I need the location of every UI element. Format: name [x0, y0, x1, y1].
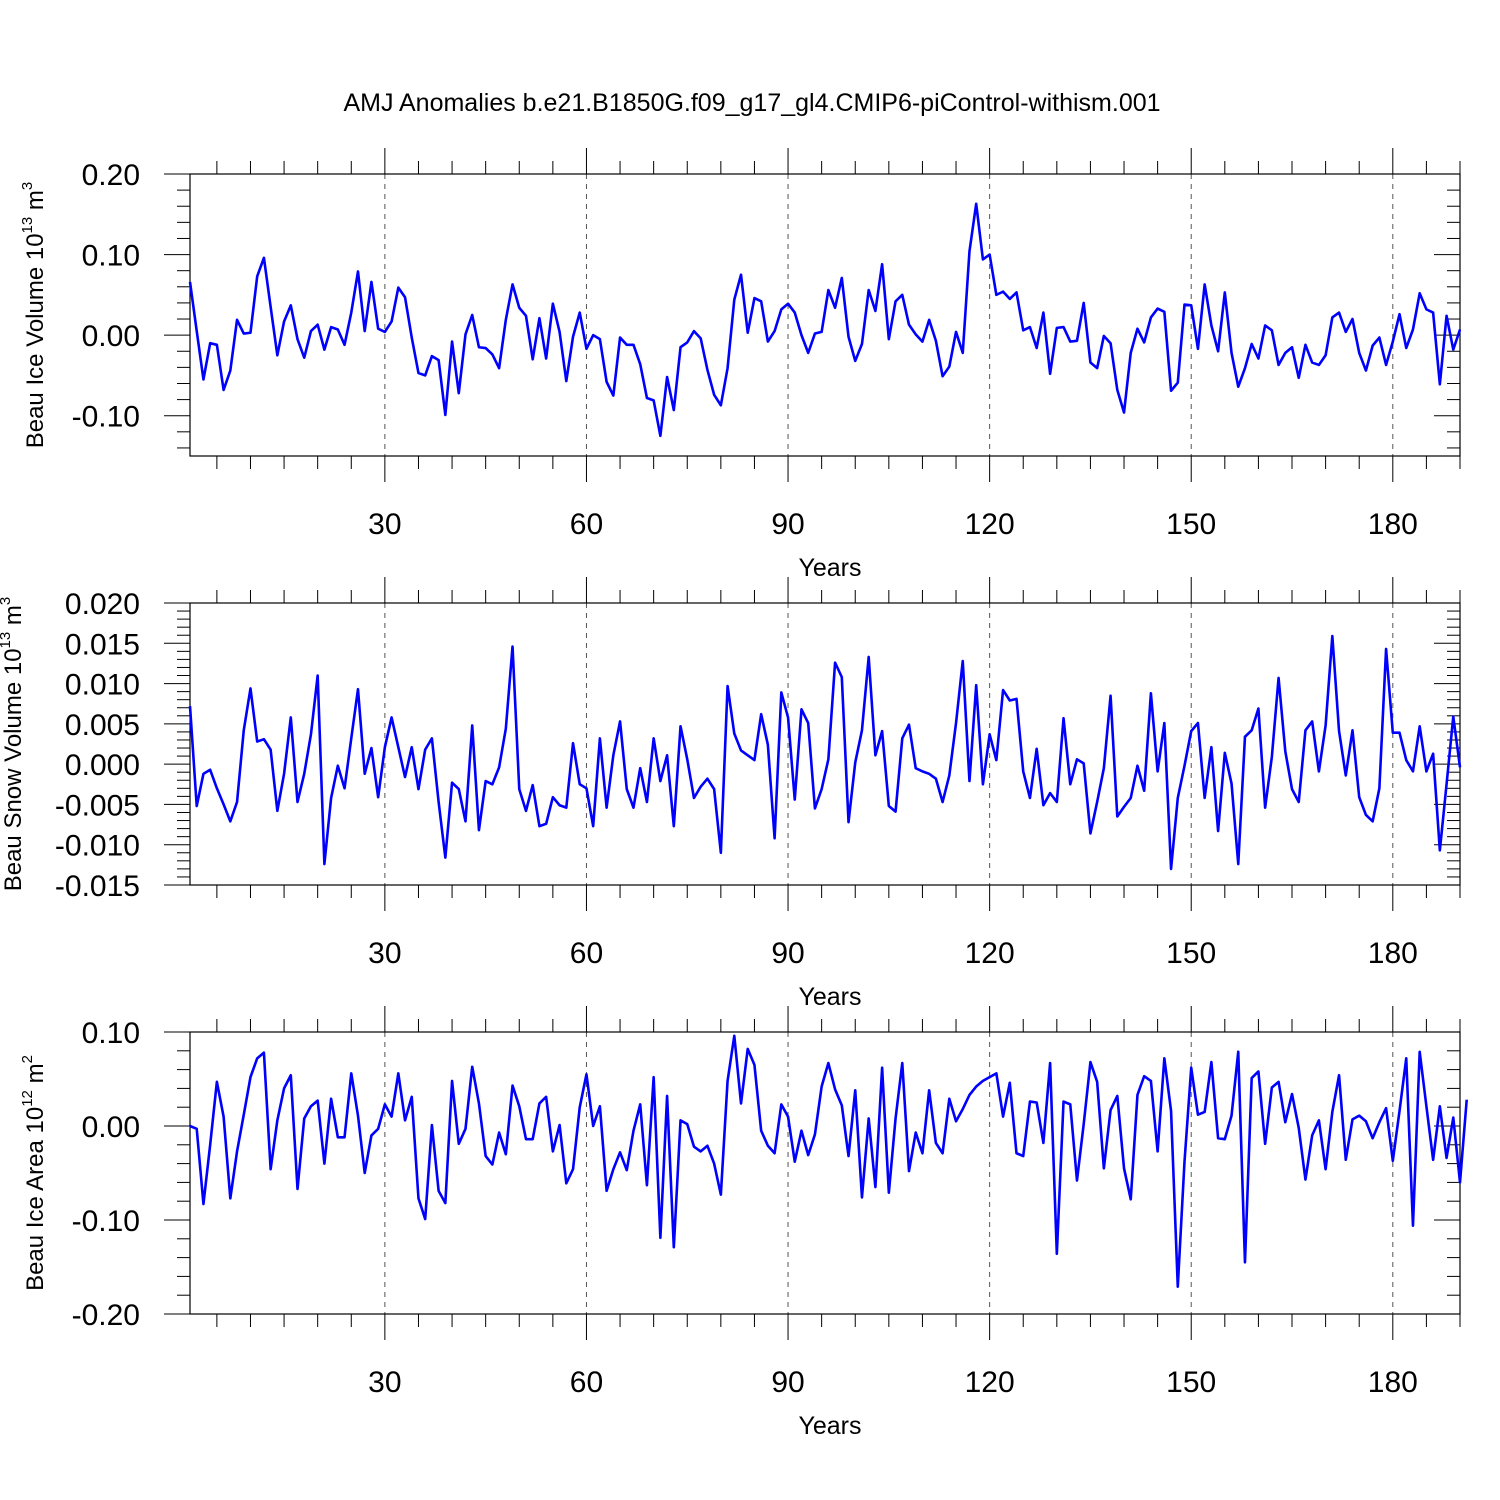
- panel-1-ytick-label: 0.20: [82, 159, 140, 192]
- panel-3-ytick-label: -0.10: [72, 1205, 140, 1238]
- panel-2-ytick-label: 0.010: [65, 669, 140, 702]
- panel-3-xtick-label: 30: [368, 1366, 401, 1399]
- panel-1-series-line: [188, 202, 1462, 438]
- panel-3-ytick-label: -0.20: [72, 1299, 140, 1332]
- panel-1-y-axis-label: Beau Ice Volume 1013 m3: [19, 182, 49, 449]
- panel-1-ytick-label: 0.10: [82, 240, 140, 273]
- panel-3-y-axis-label-part: Beau Ice Area 10: [22, 1107, 49, 1291]
- panel-2-xtick-label: 30: [368, 937, 401, 970]
- panel-2-ytick-label: 0.015: [65, 628, 140, 661]
- panel-3-xtick-label: 150: [1166, 1366, 1216, 1399]
- panel-2-y-axis-label-part: Beau Snow Volume 10: [0, 648, 27, 891]
- panel-2-xtick-label: 90: [771, 937, 804, 970]
- panel-3-y-axis-label-part: 12: [19, 1090, 36, 1107]
- panel-2-xtick-label: 150: [1166, 937, 1216, 970]
- panel-2-y-axis-label-part: 3: [0, 597, 14, 605]
- panel-1-y-axis-label-part: m: [22, 190, 49, 217]
- panel-2-xtick-label: 180: [1368, 937, 1418, 970]
- panel-1-ytick-label: 0.00: [82, 320, 140, 353]
- panel-3-series-line: [189, 1034, 1469, 1289]
- panel-3-y-axis-label: Beau Ice Area 1012 m2: [19, 1055, 49, 1291]
- panel-3-xtick-label: 180: [1368, 1366, 1418, 1399]
- panel-2-ytick-label: 0.000: [65, 749, 140, 782]
- panel-2-ytick-label: -0.005: [55, 789, 140, 822]
- panel-1-xtick-label: 120: [965, 508, 1015, 541]
- panel-2-ytick-label: -0.010: [55, 830, 140, 863]
- panel-1-xtick-label: 150: [1166, 508, 1216, 541]
- panel-2-y-axis-label-part: 13: [0, 632, 14, 649]
- panel-1-y-axis-label-part: 13: [19, 217, 36, 234]
- panel-1-xtick-label: 180: [1368, 508, 1418, 541]
- panel-3-ytick-label: 0.10: [82, 1017, 140, 1050]
- panel-3-x-axis-label: Years: [798, 1412, 861, 1440]
- panel-2-xtick-label: 120: [965, 937, 1015, 970]
- panel-3-xtick-label: 90: [771, 1366, 804, 1399]
- panel-1: -0.10 0.00 0.10 0.20 30 60 90 120 150 180 Years Bea…: [19, 148, 1462, 582]
- panel-2-xtick-label: 60: [570, 937, 603, 970]
- panel-3-xtick-label: 120: [965, 1366, 1015, 1399]
- panel-1-xtick-label: 60: [570, 508, 603, 541]
- panel-2-series-line: [188, 634, 1462, 871]
- panel-1-frame: [189, 173, 1461, 457]
- panel-1-x-axis-label: Years: [798, 554, 861, 582]
- panel-3-y-axis-label-part: m: [22, 1063, 49, 1090]
- panel-2: -0.015 -0.010 -0.005 0.000 0.005 0.010 0.015 0.…: [0, 577, 1462, 1011]
- panel-1-y-axis-label-part: Beau Ice Volume 10: [22, 233, 49, 448]
- panel-1-xtick-label: 30: [368, 508, 401, 541]
- panel-3-xtick-label: 60: [570, 1366, 603, 1399]
- panel-2-y-axis-label-part: m: [0, 605, 27, 632]
- panel-2-y-axis-label: Beau Snow Volume 1013 m3: [0, 597, 27, 892]
- panel-3-y-axis-label-part: 2: [19, 1055, 36, 1063]
- panel-2-ytick-label: 0.005: [65, 709, 140, 742]
- panel-3: -0.20 -0.10 0.00 0.10 30 60 90 120 150 180 Years Be…: [19, 1006, 1469, 1440]
- panel-2-x-axis-label: Years: [798, 983, 861, 1011]
- panel-1-xtick-label: 90: [771, 508, 804, 541]
- panel-1-y-axis-label-part: 3: [19, 182, 36, 190]
- chart-title: AMJ Anomalies b.e21.B1850G.f09_g17_gl4.C…: [343, 89, 1160, 117]
- panel-1-ytick-label: -0.10: [72, 401, 140, 434]
- panel-3-ytick-label: 0.00: [82, 1111, 140, 1144]
- panel-2-ytick-label: -0.015: [55, 870, 140, 903]
- panel-2-frame: [189, 602, 1461, 886]
- panel-2-ytick-label: 0.020: [65, 588, 140, 621]
